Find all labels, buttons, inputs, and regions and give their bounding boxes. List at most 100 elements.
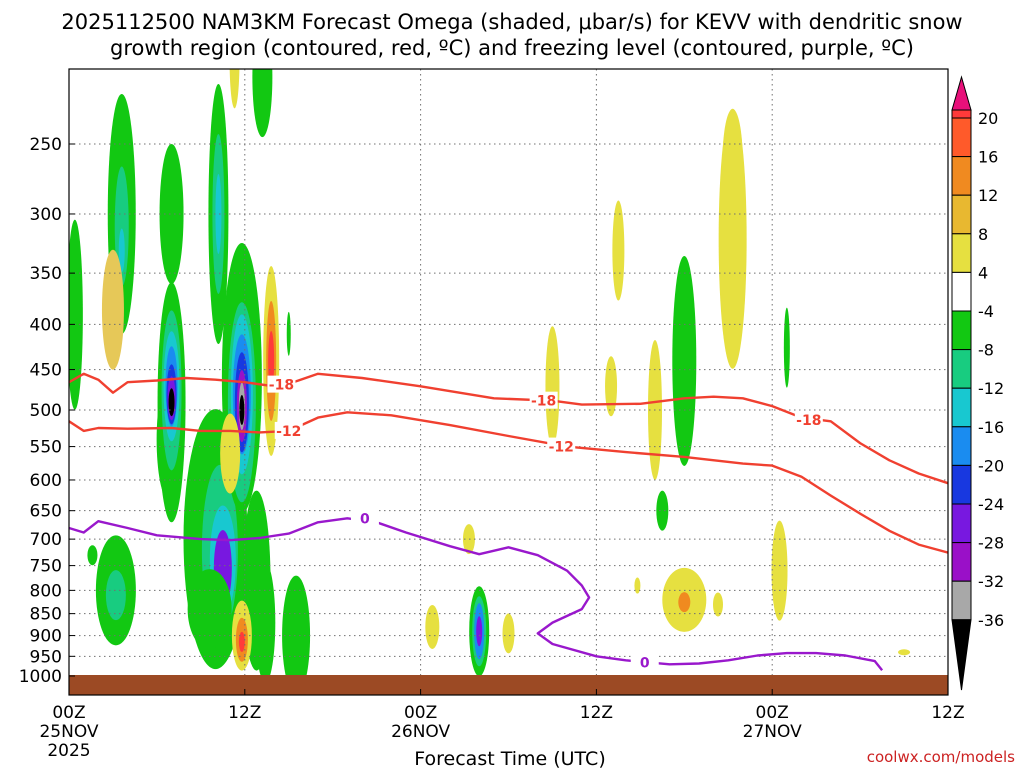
y-tick-label: 250 xyxy=(30,135,62,155)
contour-label-minus12: -12 xyxy=(276,424,301,440)
omega-region-upward xyxy=(105,570,126,621)
colorbar-tick-label: -16 xyxy=(978,418,1004,437)
colorbar-tick-label: 12 xyxy=(978,186,998,205)
colorbar-segment xyxy=(951,156,972,196)
colorbar-tick-label: -24 xyxy=(978,495,1004,514)
omega-region-upward xyxy=(187,569,232,650)
x-tick-label: 00Z xyxy=(404,703,437,723)
y-tick-label: 350 xyxy=(30,264,62,284)
colorbar-segment xyxy=(951,109,972,119)
colorbar-segment xyxy=(951,233,972,273)
omega-region-downward xyxy=(425,604,440,649)
x-tick-label: 12Z xyxy=(931,703,964,723)
colorbar-tick-label: -36 xyxy=(978,611,1004,630)
y-tick-label: 650 xyxy=(30,502,62,522)
contour-label-freezing: 0 xyxy=(640,655,650,671)
colorbar-segment xyxy=(951,117,972,158)
contour-label-bg xyxy=(794,410,823,428)
colorbar-segment xyxy=(951,349,972,389)
y-tick-label: 900 xyxy=(30,627,62,647)
omega-core-strong-upward xyxy=(168,388,175,417)
omega-region-downward xyxy=(722,109,743,210)
x-tick-date: 26NOV xyxy=(391,722,450,742)
omega-region-upward xyxy=(672,255,697,466)
omega-region-upward xyxy=(255,562,276,683)
contour-label-bg xyxy=(274,421,303,439)
omega-region-upward xyxy=(87,545,98,566)
omega-region-downward xyxy=(220,413,241,494)
y-tick-label: 750 xyxy=(30,557,62,577)
colorbar-tick-label: 16 xyxy=(978,148,998,167)
y-tick-label: 300 xyxy=(30,205,62,225)
colorbar-tick-label: -28 xyxy=(978,534,1004,553)
omega-region-downward xyxy=(678,592,691,613)
colorbar-tick-label: -32 xyxy=(978,572,1004,591)
y-tick-label: 500 xyxy=(30,401,62,421)
contour-label-bg xyxy=(350,509,379,527)
contour-label-minus12: -12 xyxy=(549,440,574,456)
contour-label-minus18: -18 xyxy=(269,378,294,394)
x-tick-label: 00Z xyxy=(52,703,85,723)
omega-region-downward xyxy=(229,69,240,109)
omega-region-upward xyxy=(114,166,129,287)
contour-label-bg xyxy=(267,375,296,393)
contour-line xyxy=(69,517,884,671)
colorbar: 20 16 12 8 4 -4 -8 -12 -16 -20 -24 -28 -32 -36 xyxy=(951,75,1004,691)
plot-frame xyxy=(68,68,949,696)
omega-region-downward xyxy=(101,249,124,370)
y-tick-label: 1000 xyxy=(19,667,62,687)
y-axis: 2503003504004505005506006507007508008509… xyxy=(19,135,75,687)
y-tick-label: 600 xyxy=(30,471,62,491)
x-axis-label: Forecast Time (UTC) xyxy=(414,748,605,768)
colorbar-tick-label: -12 xyxy=(978,379,1004,398)
colorbar-segment xyxy=(951,194,972,235)
colorbar-tick-label: -8 xyxy=(978,341,994,360)
omega-region-downward xyxy=(502,613,515,654)
omega-region-upward xyxy=(252,69,273,138)
colorbar-segment xyxy=(951,542,972,582)
contour-label-minus18: -18 xyxy=(531,394,556,410)
colorbar-segment xyxy=(951,503,972,544)
contour-label-bg xyxy=(529,391,558,409)
x-tick-date: 25NOV xyxy=(39,722,98,742)
omega-region-downward xyxy=(545,326,560,447)
omega-region-upward xyxy=(656,490,669,531)
colorbar-segment xyxy=(951,426,972,466)
contour-label-bg xyxy=(547,437,576,455)
colorbar-tick-label: -20 xyxy=(978,456,1004,475)
colorbar-tick-label: -4 xyxy=(978,302,994,321)
y-tick-label: 700 xyxy=(30,530,62,550)
x-tick-date: 27NOV xyxy=(743,722,802,742)
chart-title-line2: growth region (contoured, red, ºC) and f… xyxy=(110,36,914,60)
omega-region-upward xyxy=(118,228,125,273)
omega-region-downward xyxy=(712,592,723,617)
contour-label-bg xyxy=(630,653,659,671)
colorbar-segment xyxy=(951,580,972,621)
x-tick-label: 12Z xyxy=(580,703,613,723)
y-tick-label: 800 xyxy=(30,581,62,601)
colorbar-segment xyxy=(951,271,972,312)
omega-region-upward xyxy=(159,143,184,284)
credit-text: coolwx.com/models xyxy=(867,748,1015,766)
x-tick-label: 12Z xyxy=(228,703,261,723)
y-tick-label: 850 xyxy=(30,605,62,625)
omega-region-downward xyxy=(605,356,618,417)
x-tick-year: 2025 xyxy=(47,741,90,761)
contour-line xyxy=(69,411,948,554)
y-tick-label: 950 xyxy=(30,647,62,667)
omega-region-upward xyxy=(69,219,83,410)
omega-region-upward xyxy=(215,173,222,254)
x-tick-label: 00Z xyxy=(756,703,789,723)
colorbar-segment xyxy=(951,387,972,428)
colorbar-segment xyxy=(951,310,972,351)
omega-region-downward xyxy=(771,520,788,621)
omega-region-upward xyxy=(476,616,483,647)
chart-title-line1: 2025112500 NAM3KM Forecast Omega (shaded… xyxy=(61,10,962,34)
colorbar-segment xyxy=(951,464,972,505)
contour-label-minus18: -18 xyxy=(796,413,821,429)
colorbar-tick-label: 20 xyxy=(978,109,998,128)
omega-core-strong-upward xyxy=(239,395,245,425)
